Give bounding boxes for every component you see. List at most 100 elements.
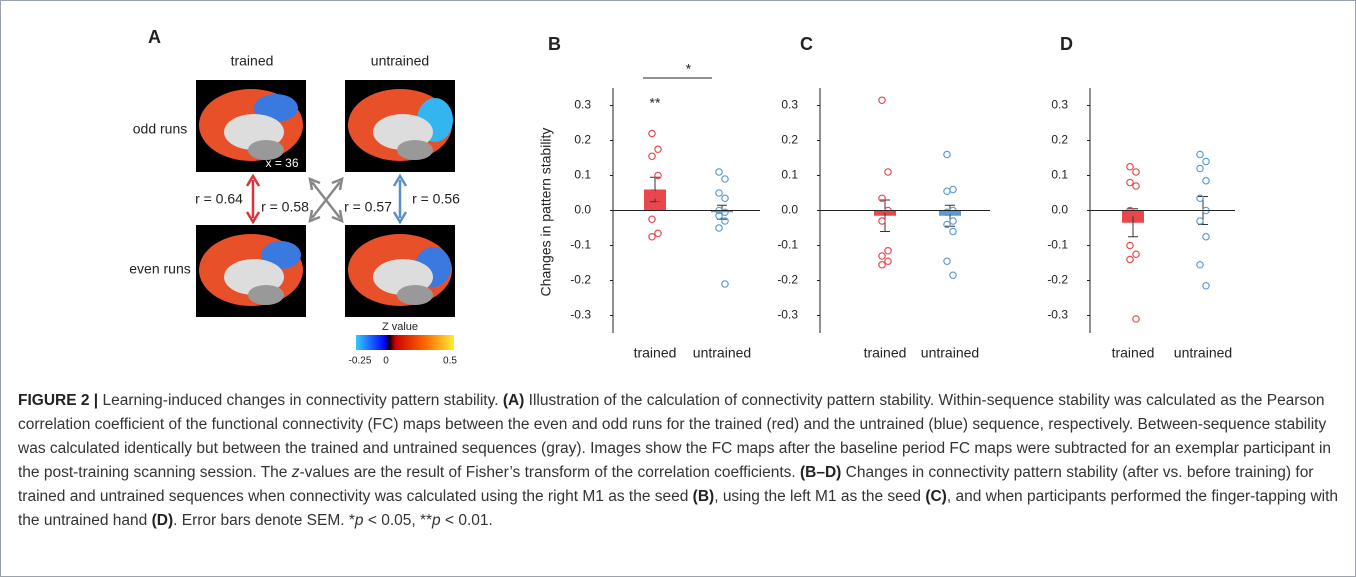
row-label: odd runs bbox=[133, 121, 187, 137]
x-tick-label: trained bbox=[864, 345, 907, 361]
data-point bbox=[885, 169, 891, 175]
annotation: ** bbox=[650, 95, 661, 111]
y-tick-label: 0.1 bbox=[574, 168, 591, 182]
data-point bbox=[950, 272, 956, 278]
figure-label: FIGURE 2 | bbox=[18, 392, 98, 409]
colorbar-tick: -0.25 bbox=[349, 356, 372, 367]
caption-text: (C) bbox=[925, 488, 947, 505]
data-point bbox=[885, 248, 891, 254]
caption: FIGURE 2 | Learning-induced changes in c… bbox=[18, 389, 1338, 533]
data-point bbox=[716, 225, 722, 231]
data-point bbox=[649, 216, 655, 222]
caption-text: . Error bars denote SEM. * bbox=[173, 512, 355, 529]
y-tick-label: -0.3 bbox=[777, 308, 798, 322]
data-point bbox=[1203, 234, 1209, 240]
panel-label: B bbox=[548, 34, 561, 54]
data-point bbox=[1127, 179, 1133, 185]
colorbar bbox=[356, 335, 454, 350]
data-point bbox=[655, 230, 661, 236]
data-point bbox=[722, 176, 728, 182]
caption-text: (B–D) bbox=[800, 464, 841, 481]
data-point bbox=[1133, 316, 1139, 322]
data-point bbox=[879, 97, 885, 103]
data-point bbox=[944, 151, 950, 157]
x-tick-label: trained bbox=[1112, 345, 1155, 361]
y-tick-label: 0.0 bbox=[1051, 203, 1068, 217]
data-point bbox=[944, 188, 950, 194]
caption-text: < 0.05, ** bbox=[364, 512, 433, 529]
y-tick-label: -0.2 bbox=[777, 273, 798, 287]
data-point bbox=[1127, 164, 1133, 170]
data-point bbox=[716, 190, 722, 196]
data-point bbox=[649, 153, 655, 159]
y-tick-label: 0.0 bbox=[574, 203, 591, 217]
y-tick-label: 0.3 bbox=[574, 98, 591, 112]
correlation: r = 0.64 bbox=[195, 191, 243, 207]
x-tick-label: untrained bbox=[1174, 345, 1232, 361]
data-point bbox=[1203, 283, 1209, 289]
colorbar-title: Z value bbox=[382, 321, 418, 333]
column-label: untrained bbox=[371, 53, 429, 69]
data-point bbox=[655, 146, 661, 152]
data-point bbox=[1133, 183, 1139, 189]
data-point bbox=[1203, 178, 1209, 184]
y-axis-label: Changes in pattern stability bbox=[538, 128, 554, 297]
y-tick-label: -0.3 bbox=[570, 308, 591, 322]
data-point bbox=[722, 281, 728, 287]
caption-text: (D) bbox=[152, 512, 174, 529]
data-point bbox=[879, 218, 885, 224]
x-tick-label: trained bbox=[634, 345, 677, 361]
caption-text: p bbox=[432, 512, 441, 529]
x-tick-label: untrained bbox=[921, 345, 979, 361]
panel-label: D bbox=[1060, 34, 1073, 54]
annotation: * bbox=[686, 61, 692, 77]
data-point bbox=[1197, 262, 1203, 268]
data-point bbox=[1127, 242, 1133, 248]
data-point bbox=[1133, 251, 1139, 257]
data-point bbox=[944, 258, 950, 264]
data-point bbox=[649, 130, 655, 136]
y-tick-label: 0.2 bbox=[781, 133, 798, 147]
data-point bbox=[722, 195, 728, 201]
data-point bbox=[1197, 165, 1203, 171]
y-tick-label: 0.1 bbox=[1051, 168, 1068, 182]
figure: A trained untrained odd runs even runs x… bbox=[0, 0, 1356, 380]
caption-text: -values are the result of Fisher’s trans… bbox=[299, 464, 800, 481]
y-tick-label: 0.3 bbox=[1051, 98, 1068, 112]
y-tick-label: -0.3 bbox=[1047, 308, 1068, 322]
correlation: r = 0.58 bbox=[261, 199, 309, 215]
data-point bbox=[885, 258, 891, 264]
y-tick-label: -0.1 bbox=[570, 238, 591, 252]
data-point bbox=[649, 234, 655, 240]
data-point bbox=[1197, 218, 1203, 224]
y-tick-label: -0.1 bbox=[1047, 238, 1068, 252]
caption-text: < 0.01. bbox=[441, 512, 493, 529]
data-point bbox=[1203, 158, 1209, 164]
x-tick-label: untrained bbox=[693, 345, 751, 361]
caption-text: (B) bbox=[693, 488, 715, 505]
y-tick-label: 0.0 bbox=[781, 203, 798, 217]
caption-text: p bbox=[355, 512, 364, 529]
column-label: trained bbox=[231, 53, 274, 69]
correlation: r = 0.57 bbox=[344, 199, 392, 215]
y-tick-label: -0.2 bbox=[1047, 273, 1068, 287]
data-point bbox=[879, 262, 885, 268]
data-point bbox=[950, 228, 956, 234]
colorbar-tick: 0 bbox=[383, 356, 389, 367]
caption-text: Learning-induced changes in connectivity… bbox=[102, 392, 502, 409]
data-point bbox=[716, 169, 722, 175]
y-tick-label: 0.1 bbox=[781, 168, 798, 182]
correlation: r = 0.56 bbox=[412, 191, 460, 207]
y-tick-label: 0.3 bbox=[781, 98, 798, 112]
slice-label: x = 36 bbox=[265, 156, 298, 170]
row-label: even runs bbox=[129, 261, 190, 277]
data-point bbox=[950, 218, 956, 224]
caption-text: , using the left M1 as the seed bbox=[714, 488, 925, 505]
panel-label: C bbox=[800, 34, 813, 54]
data-point bbox=[1197, 151, 1203, 157]
y-tick-label: 0.2 bbox=[574, 133, 591, 147]
colorbar-tick: 0.5 bbox=[443, 356, 457, 367]
caption-text: (A) bbox=[503, 392, 525, 409]
y-tick-label: 0.2 bbox=[1051, 133, 1068, 147]
y-tick-label: -0.1 bbox=[777, 238, 798, 252]
